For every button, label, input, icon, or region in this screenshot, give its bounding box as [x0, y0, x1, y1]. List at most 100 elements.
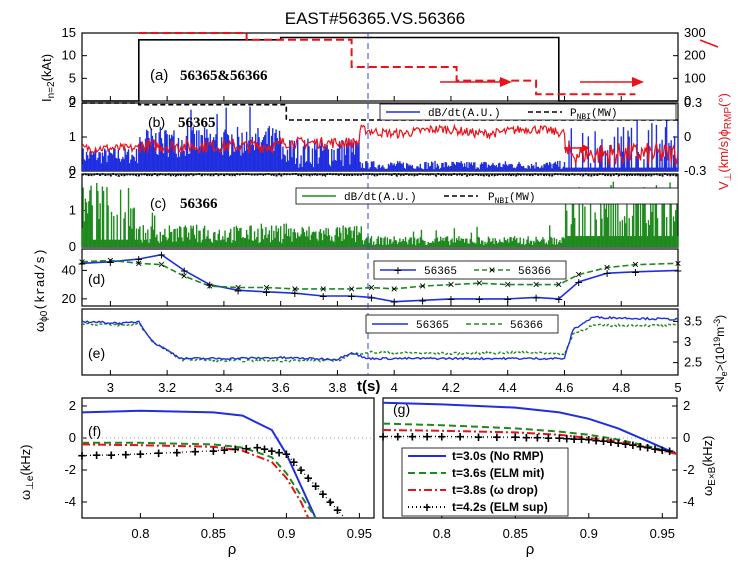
panel-b-series-velocity	[81, 123, 679, 168]
panel-f-xtick-label-0: 0.8	[131, 526, 149, 541]
axis-ticks-layer: 3 3.2 3.4 3.6 3.8 4 4.2 4.4 4.6 4.8 50510150100200…	[62, 25, 707, 541]
panel-f-marker-1-3: +	[191, 444, 200, 461]
panel-g-xtick-label-0: 0.8	[433, 526, 451, 541]
panel-g-marker-4-3: +	[606, 434, 615, 451]
panel-e-xtick-label-6: 4.2	[442, 380, 460, 395]
panel-e-xtick-label-9: 4.8	[612, 380, 630, 395]
panel-d-marker-56365-19: +	[575, 274, 583, 290]
panel-e-xtick-label-4: 3.8	[328, 380, 346, 395]
panel-g-marker-6-3: +	[665, 443, 674, 460]
panel-f-series-0	[81, 409, 317, 519]
panel-d-marker-56365-14: +	[447, 291, 455, 307]
panel-f-ytick-label-left-3: 2	[69, 398, 76, 413]
panel-b-legend-text-1: dB/dt(A.U.)	[428, 108, 501, 120]
panel-g-marker-1-2: +	[474, 429, 483, 446]
panel-c-ytick-label-left-0: 0	[69, 239, 76, 254]
panel-g-ytick-label-right-0: -4	[683, 494, 695, 509]
panel-f-ylabel: ω⊥e(kHz)	[18, 445, 36, 500]
panel-d-legend-text-1: 56365	[424, 266, 457, 278]
panel-g-marker-2-2: +	[533, 430, 542, 447]
panel-d-marker-56366-11: ×	[368, 280, 375, 294]
panel-c-ytick-label-left-2: 2	[69, 166, 76, 181]
panel-e-series-56365	[81, 315, 679, 361]
panel-d-marker-56365-20: +	[603, 265, 611, 281]
panel-a-label: 56365&56366	[180, 68, 268, 84]
panel-a-right-ylabel: V⊥(km/s)ϕRMP(°)	[716, 93, 734, 190]
panel-b-label: 56365	[178, 115, 216, 131]
panel-d-marker-56365-7: +	[262, 284, 270, 300]
panel-g-ytick-label-right-1: -2	[683, 462, 695, 477]
panel-b-ytick-label-left-1: 1	[69, 129, 76, 144]
panel-f-marker-2-2: +	[231, 441, 240, 458]
panel-f-marker-4-2: +	[297, 462, 306, 479]
panel-g-marker-5-3: +	[636, 438, 645, 455]
panel-d-marker-56366-22: ×	[674, 256, 681, 270]
panel-f-tag: (f)	[88, 423, 101, 439]
panel-c-series-nbi	[81, 172, 679, 178]
panel-e-legend-text-2: 56366	[510, 320, 543, 332]
panel-a-ytick-label-right-1: 100	[684, 70, 706, 85]
panel-g-ytick-label-right-2: 0	[683, 430, 690, 445]
panel-f-marker-3-1: +	[260, 441, 269, 458]
panel-e-xtick-label-0: 3	[107, 380, 114, 395]
panel-e-legend-box	[365, 314, 559, 334]
panel-g-marker-5-2: +	[629, 437, 638, 454]
panel-e-xtick-label-10: 5	[674, 380, 681, 395]
panel-g-marker-5-1: +	[621, 436, 630, 453]
panel-b-red-arrowhead	[582, 144, 590, 152]
panel-d-marker-56366-5: ×	[206, 279, 213, 293]
panel-g-marker-6-2: +	[658, 442, 667, 459]
panel-d-marker-56365-17: +	[532, 289, 540, 305]
panel-d-marker-56365-9: +	[319, 288, 327, 304]
panel-d-marker-56366-9: ×	[320, 282, 327, 296]
panel-a-right-arrow	[699, 39, 719, 48]
panel-g-legend-text-2: t=3.8s (ω drop)	[452, 483, 538, 497]
panel-g-legend-marker-3: +	[423, 499, 431, 515]
panel-a-arrowhead-2	[632, 77, 644, 87]
panel-a-ytick-label-left-2: 10	[62, 48, 76, 63]
panel-d-marker-56366-19: ×	[575, 268, 582, 282]
panel-b-legend-text-2: PNBI(MW)	[570, 108, 617, 122]
panel-a-series-phase	[138, 32, 636, 96]
panel-f-marker-5-3: +	[333, 502, 342, 519]
panel-f-marker-5-0: +	[311, 478, 320, 495]
panel-g-marker-2-1: +	[522, 429, 531, 446]
panel-a-ytick-label-right-0: 0	[684, 93, 691, 108]
panel-c-legend-text-1: dB/dt(A.U.)	[344, 192, 417, 204]
panel-e-xtick-label-5: 4	[391, 380, 398, 395]
panel-g-frame	[382, 397, 678, 519]
panel-d-marker-56366-7: ×	[263, 280, 270, 294]
panel-d-marker-56366-6: ×	[235, 280, 242, 294]
panel-d-marker-56366-14: ×	[447, 278, 454, 292]
panel-a-arrowhead-1	[500, 77, 512, 87]
panel-g-legend-text-1: t=3.6s (ELM mit)	[452, 466, 544, 480]
panel-g-marker-3-1: +	[562, 430, 571, 447]
panel-g-marker-4-0: +	[584, 432, 593, 449]
panel-d-marker-56365-22: +	[674, 262, 682, 278]
panel-f-series-3	[81, 446, 346, 519]
panel-d-marker-56366-20: ×	[604, 261, 611, 275]
panel-a-tag: (a)	[150, 67, 168, 84]
panel-f-marker-4-0: +	[282, 446, 291, 463]
panel-a-ytick-label-left-3: 15	[62, 25, 76, 40]
panel-d-marker-56366-21: ×	[632, 258, 639, 272]
panel-e-xtick-label-8: 4.6	[555, 380, 573, 395]
panel-f-xtick-label-2: 0.9	[277, 526, 295, 541]
panel-f-marker-3-3: +	[275, 444, 284, 461]
panel-b-series-nbi	[82, 102, 678, 121]
panel-f-marker-4-3: +	[304, 470, 313, 487]
panel-d-marker-56366-12: ×	[391, 282, 398, 296]
panel-g-xtick-label-3: 0.95	[650, 526, 675, 541]
panel-f-xtick-label-3: 0.95	[347, 526, 372, 541]
panel-d-series-56365	[81, 253, 679, 303]
panel-d-marker-56365-18: +	[555, 291, 563, 307]
panel-d-marker-56366-4: ×	[181, 269, 188, 283]
panel-d-ytick-label-left-0: 20	[62, 291, 76, 306]
panel-d-tag: (d)	[88, 271, 105, 287]
panel-c-label: 56366	[180, 196, 218, 212]
panel-d-marker-56365-2: +	[135, 251, 143, 267]
panel-d-marker-56365-4: +	[180, 262, 188, 278]
panel-f-marker-0-1: +	[92, 447, 101, 464]
panel-g-marker-2-3: +	[544, 430, 553, 447]
